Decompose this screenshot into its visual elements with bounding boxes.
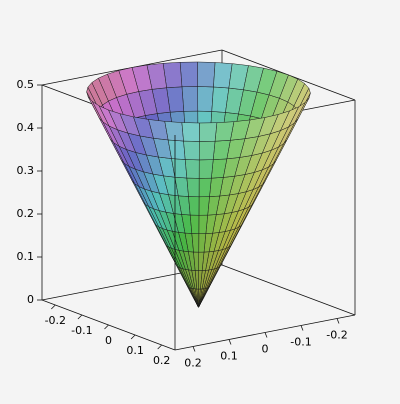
surface-patch [198,196,210,216]
surface-patch [198,177,212,198]
y-tick-label: 0 [262,343,269,356]
surface-patch [183,140,200,161]
x-tick [130,334,136,340]
surface-patch [179,61,198,88]
box-edge [174,314,356,351]
z-tick-label: 0.5 [17,78,35,91]
x-tick [104,324,109,330]
surface-patch [181,122,200,142]
surface-patch [189,214,200,234]
surface-patch [198,159,214,179]
y-tick [228,339,232,345]
surface-patch [188,196,200,216]
surface-patch [186,177,200,198]
y-tick-label: -0.2 [326,329,347,342]
surface-patch [197,86,214,112]
x-tick-label: 0.2 [153,354,171,367]
x-tick [77,314,83,320]
surface-patch [197,61,216,88]
x-tick [157,344,162,350]
x-tick [51,304,56,310]
z-tick-label: 0.2 [17,207,35,220]
surface-patch [184,159,200,179]
surface-patch [198,214,208,234]
z-tick-label: 0.1 [17,250,35,263]
y-tick [300,325,304,331]
surface-patch [181,86,199,112]
x-tick-label: -0.1 [71,324,92,337]
surface-patch [198,140,216,161]
x-tick-label: 0.1 [126,344,144,357]
x-tick-label: 0 [105,334,112,347]
surface-patch [199,122,218,142]
y-tick [336,318,340,324]
z-tick-label: 0.4 [17,121,35,134]
box-edge [41,299,176,351]
z-tick-label: 0 [27,293,34,306]
y-tick-label: 0.2 [184,357,202,370]
y-tick [192,346,196,352]
x-tick-label: -0.2 [45,314,66,327]
y-tick [264,332,268,338]
y-tick-label: 0.1 [220,350,238,363]
z-tick-label: 0.3 [17,164,35,177]
y-tick-label: -0.1 [290,336,311,349]
surface-patch [164,121,184,142]
box-edge [221,264,356,316]
cone-surface [86,61,311,308]
